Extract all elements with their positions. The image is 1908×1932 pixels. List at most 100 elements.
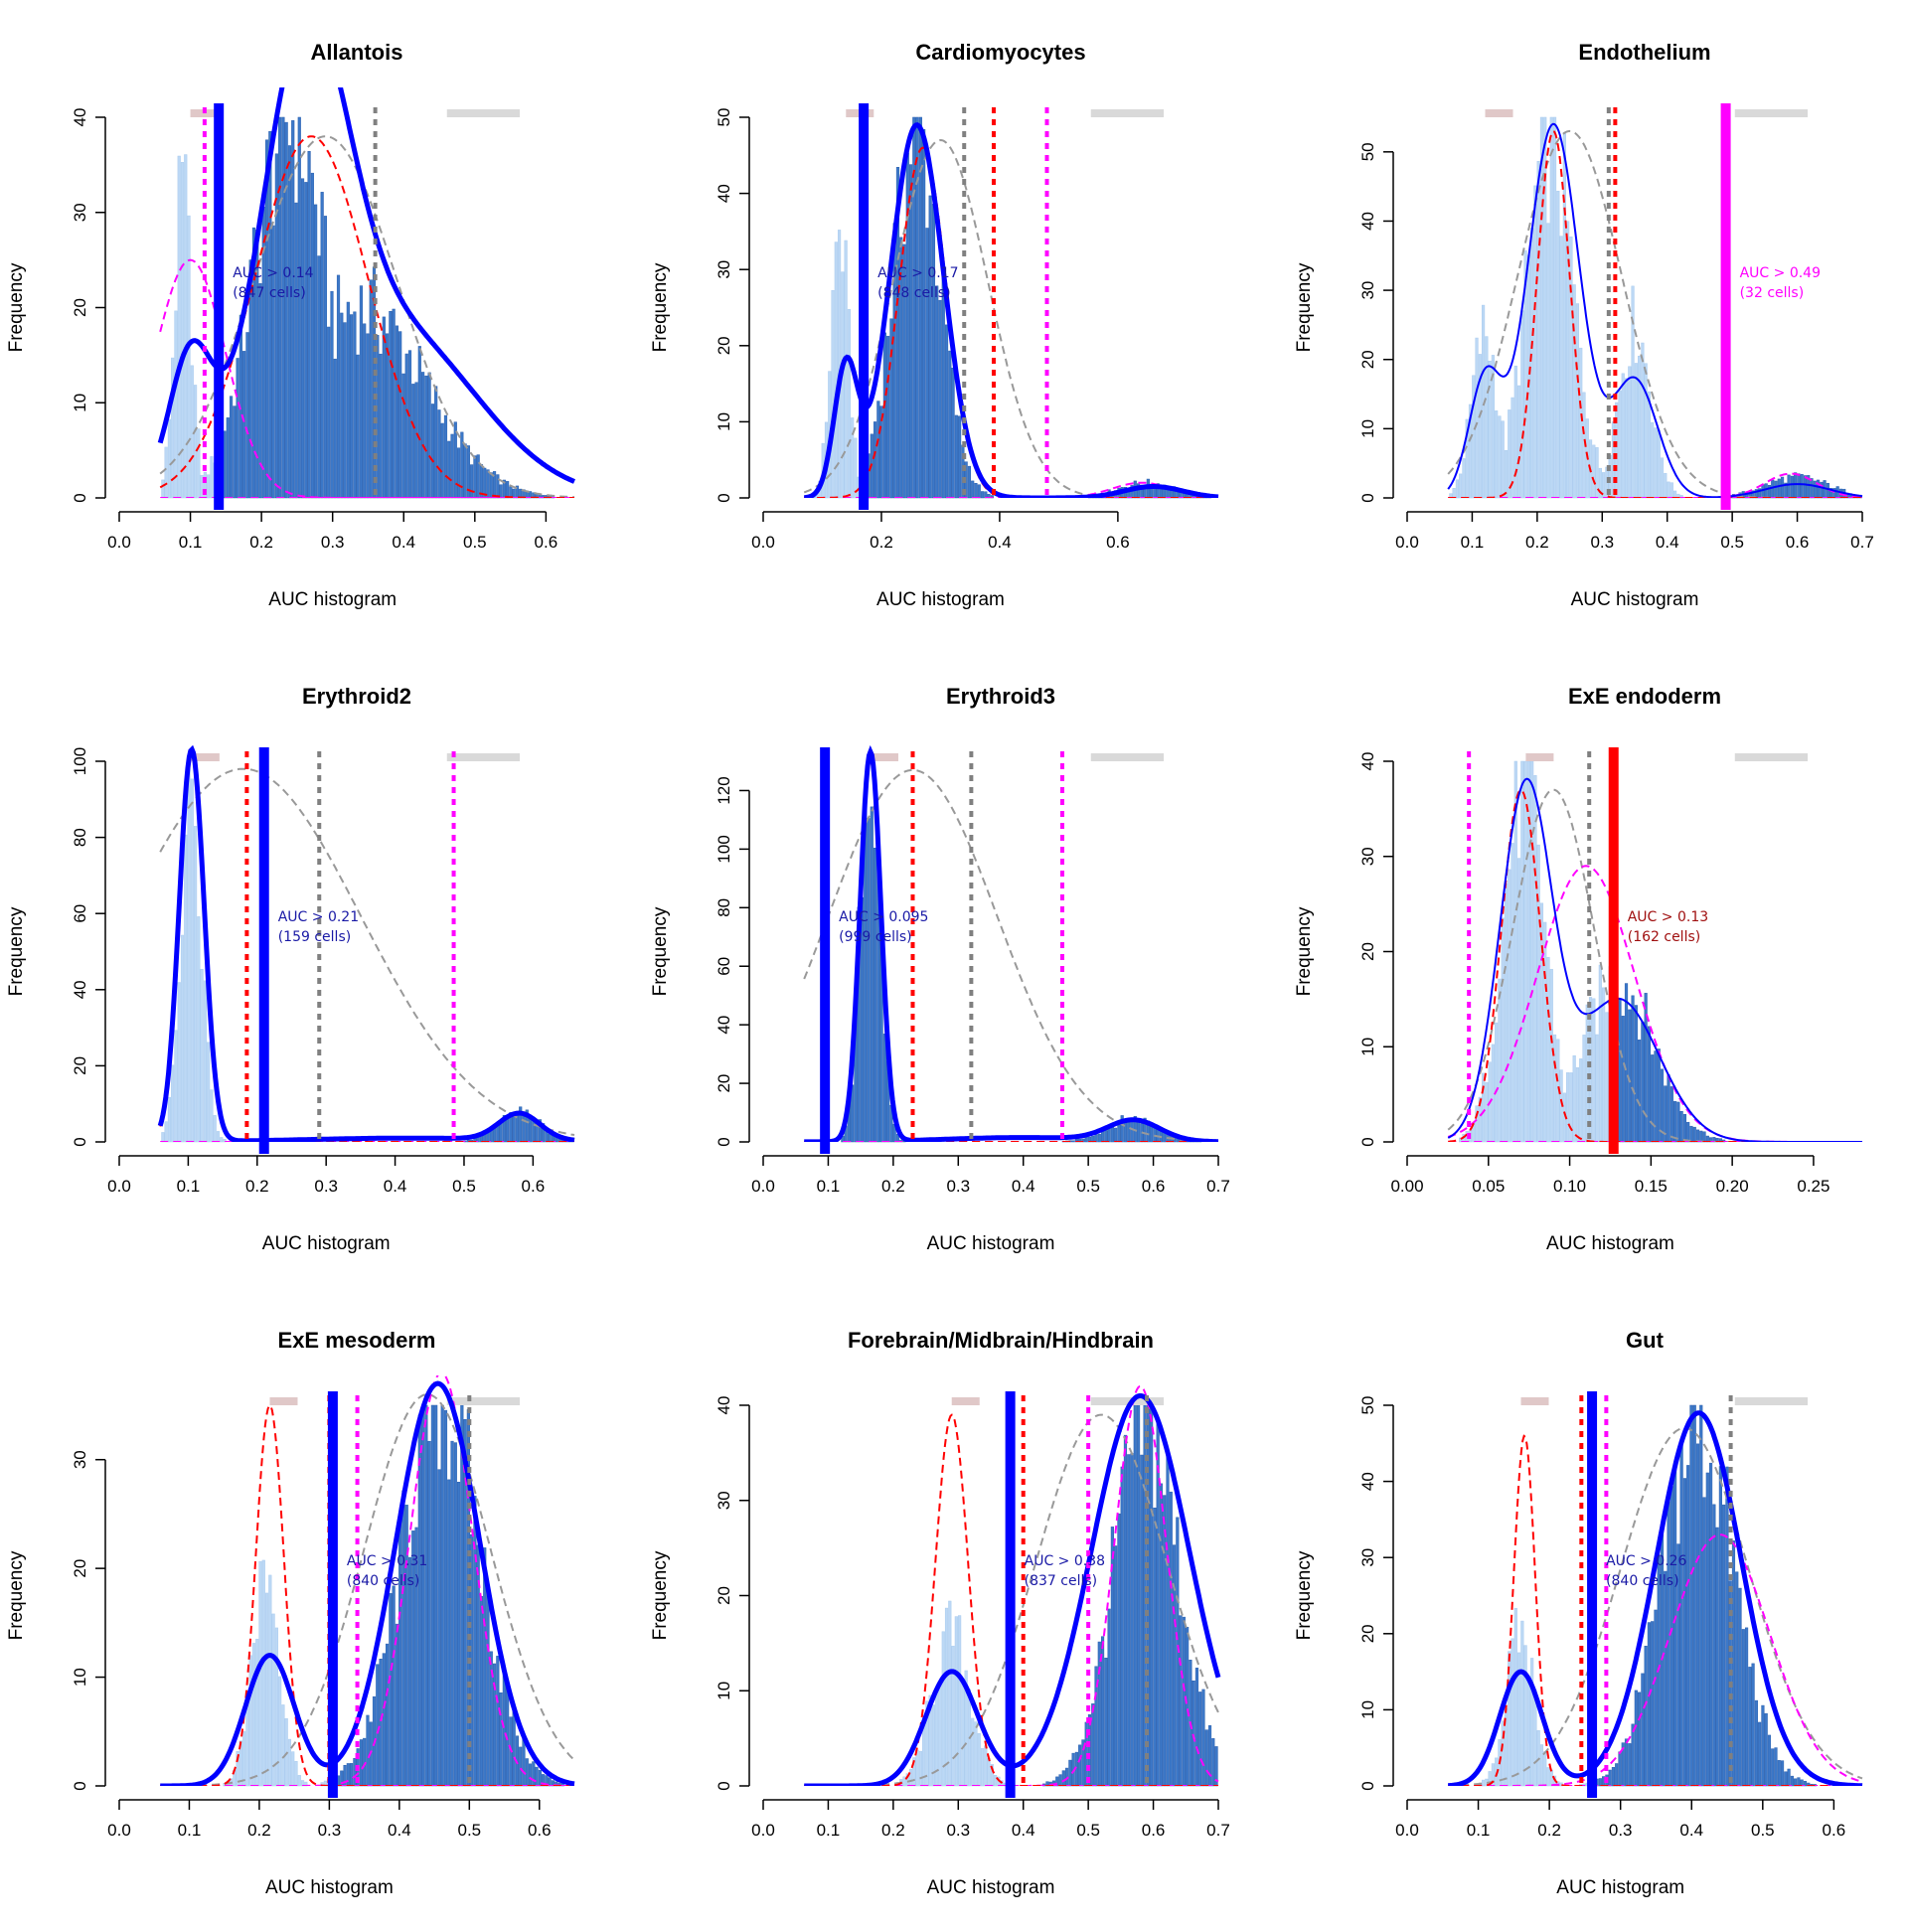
x-tick-label: 0.4 — [988, 533, 1012, 552]
histogram-bar — [928, 195, 932, 499]
histogram-bar — [411, 384, 415, 499]
histogram-bar — [1516, 858, 1521, 1143]
histogram-bar — [1667, 1074, 1670, 1143]
histogram-bar — [223, 1139, 227, 1143]
histogram-bar — [1621, 1016, 1625, 1143]
x-axis: 0.0 0.1 0.2 0.3 0.4 0.5 0.6 — [107, 511, 557, 552]
y-tick-label: 0 — [1358, 1781, 1377, 1790]
y-axis: 0 10 20 30 40 50 — [1358, 1396, 1394, 1791]
histogram-bar — [1767, 1734, 1772, 1787]
chart-title: Endothelium — [1578, 40, 1710, 65]
y-tick-label: 0 — [1358, 493, 1377, 502]
histogram-bar — [327, 326, 331, 499]
histogram-bar — [1615, 402, 1619, 499]
histogram-bar — [1520, 1620, 1524, 1787]
x-axis: 0.0 0.1 0.2 0.3 0.4 0.5 0.6 0.7 — [751, 1155, 1230, 1196]
density-curves — [160, 1375, 575, 1786]
histogram-bar — [496, 1656, 500, 1787]
histogram-bar — [161, 1132, 165, 1143]
y-tick-label: 40 — [715, 1016, 733, 1035]
x-axis-label: AUC histogram — [927, 1233, 1055, 1254]
histogram-bar — [1624, 378, 1629, 499]
histogram-bar — [548, 1133, 552, 1143]
histogram-bar — [506, 1119, 510, 1143]
magenta-dashed-curve — [160, 1375, 574, 1786]
histogram-bar — [512, 488, 516, 499]
histogram-bar — [1504, 883, 1509, 1143]
histogram — [895, 1404, 1218, 1787]
histogram-bar — [229, 396, 234, 499]
histogram-bar — [1501, 1720, 1505, 1787]
histogram-bar — [1194, 1668, 1199, 1787]
histogram-bar — [1664, 473, 1668, 499]
histogram-bar — [197, 916, 201, 1143]
x-tick-label: 0.05 — [1472, 1177, 1505, 1196]
y-tick-label: 0 — [71, 493, 89, 502]
histogram-bar — [1127, 1454, 1131, 1787]
histogram-bar — [1624, 983, 1629, 1143]
threshold-annotation: AUC > 0.17 (848 cells) — [877, 265, 958, 301]
histogram-bar — [1712, 1504, 1716, 1787]
histogram-bar — [210, 456, 214, 499]
histogram-bar — [1634, 1005, 1638, 1143]
histogram-bar — [314, 204, 318, 499]
x-tick-label: 0.5 — [1076, 1177, 1100, 1196]
histogram-bar — [1061, 1770, 1065, 1787]
histogram-bar — [1508, 869, 1511, 1143]
x-tick-label: 0.2 — [245, 1177, 269, 1196]
histogram-bar — [879, 405, 883, 499]
y-tick-label: 20 — [715, 1074, 733, 1093]
histogram-bar — [453, 1442, 457, 1787]
histogram-bar — [1513, 365, 1517, 499]
y-axis: 0 10 20 30 40 50 — [1358, 142, 1394, 503]
histogram-bar — [1641, 1022, 1645, 1143]
gray-dashed-curve — [1447, 129, 1862, 498]
x-axis-label: AUC histogram — [876, 589, 1005, 610]
y-tick-label: 10 — [71, 394, 89, 412]
histogram-bar — [336, 274, 341, 499]
histogram-bar — [294, 1761, 298, 1787]
blue-density-curve — [804, 122, 1219, 498]
histogram-bar — [1686, 1121, 1690, 1143]
chart-panel: Gut AUC > 0.26 (840 cells) 0.0 0.1 0.2 0.3 0.4 0… — [1288, 1288, 1908, 1932]
histogram-bar — [164, 446, 168, 499]
histogram-bar — [1618, 999, 1622, 1143]
histogram-bar — [447, 1479, 451, 1787]
histogram-bar — [430, 403, 434, 499]
range-bar-gray — [446, 1397, 521, 1405]
histogram-bar — [1549, 116, 1553, 499]
histogram-bar — [1104, 1657, 1108, 1787]
histogram-bar — [443, 414, 448, 499]
histogram-bar — [958, 415, 962, 499]
x-tick-label: 0.3 — [946, 1177, 970, 1196]
histogram-bar — [476, 454, 480, 499]
chart-svg: Endothelium AUC > 0.49 (32 cells) 0.0 0.1 0.2… — [1294, 40, 1874, 610]
histogram-bar — [1628, 366, 1632, 499]
histogram-bar — [535, 1766, 539, 1787]
histogram-bar — [1644, 363, 1648, 499]
histogram-bar — [1543, 921, 1547, 1143]
histogram-bar — [980, 491, 985, 499]
histogram-bar — [1575, 303, 1580, 499]
histogram-bar — [389, 1593, 393, 1787]
histogram-bar — [1664, 1570, 1668, 1787]
histogram-bar — [1543, 1751, 1547, 1787]
histogram-bar — [174, 1030, 178, 1143]
annotation-line: AUC > 0.14 — [233, 265, 313, 281]
histogram-bar — [284, 121, 288, 499]
x-tick-label: 0.4 — [384, 1177, 407, 1196]
density-curves — [803, 744, 1219, 1142]
histogram-bar — [1758, 1721, 1762, 1787]
histogram-bar — [1615, 1763, 1619, 1787]
histogram-bar — [902, 243, 906, 499]
histogram-bar — [1211, 1738, 1215, 1787]
blue-density-curve — [1447, 122, 1863, 498]
histogram-bar — [1159, 1483, 1164, 1787]
histogram-bar — [1754, 1699, 1758, 1787]
histogram-bar — [1618, 1751, 1622, 1787]
red-dashed-curve — [159, 135, 574, 498]
histogram-bar — [180, 162, 185, 499]
x-tick-label: 0.1 — [178, 1821, 202, 1840]
histogram-bar — [1641, 1673, 1645, 1787]
y-axis: 0 10 20 30 40 — [71, 108, 106, 503]
